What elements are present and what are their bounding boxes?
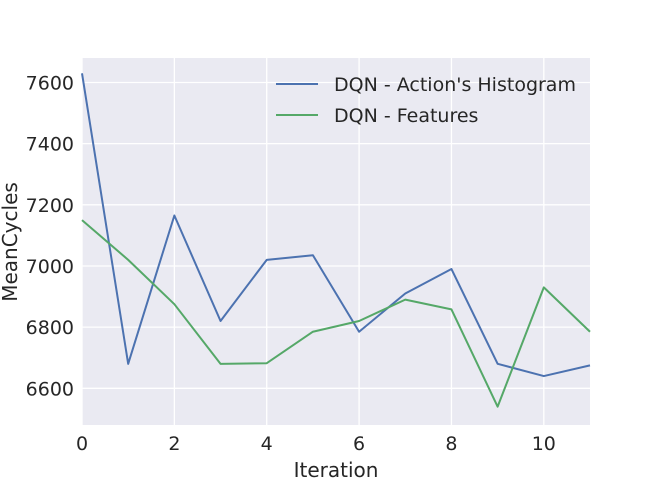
x-tick-label: 0	[76, 433, 88, 455]
legend: DQN - Action's Histogram DQN - Features	[276, 74, 576, 127]
x-tick-label: 2	[168, 433, 180, 455]
x-tick-labels: 0 2 4 6 8 10	[76, 433, 556, 455]
x-tick-label: 6	[353, 433, 365, 455]
x-tick-label: 4	[261, 433, 273, 455]
y-tick-label: 7400	[26, 134, 74, 156]
y-tick-label: 6800	[26, 317, 74, 339]
x-tick-label: 10	[532, 433, 556, 455]
x-tick-label: 8	[445, 433, 457, 455]
y-tick-label: 7000	[26, 256, 74, 278]
gridlines	[81, 58, 590, 425]
y-tick-labels: 6600 6800 7000 7200 7400 7600	[26, 72, 74, 400]
y-tick-label: 6600	[26, 378, 74, 400]
series-line-2	[81, 219, 591, 408]
y-axis-label: MeanCycles	[0, 182, 22, 302]
legend-label-1: DQN - Action's Histogram	[334, 74, 576, 96]
x-axis-label: Iteration	[294, 458, 379, 480]
series-lines	[81, 73, 591, 408]
series-line-1	[81, 73, 591, 378]
y-tick-label: 7600	[26, 72, 74, 94]
y-tick-label: 7200	[26, 195, 74, 217]
legend-label-2: DQN - Features	[334, 105, 478, 127]
